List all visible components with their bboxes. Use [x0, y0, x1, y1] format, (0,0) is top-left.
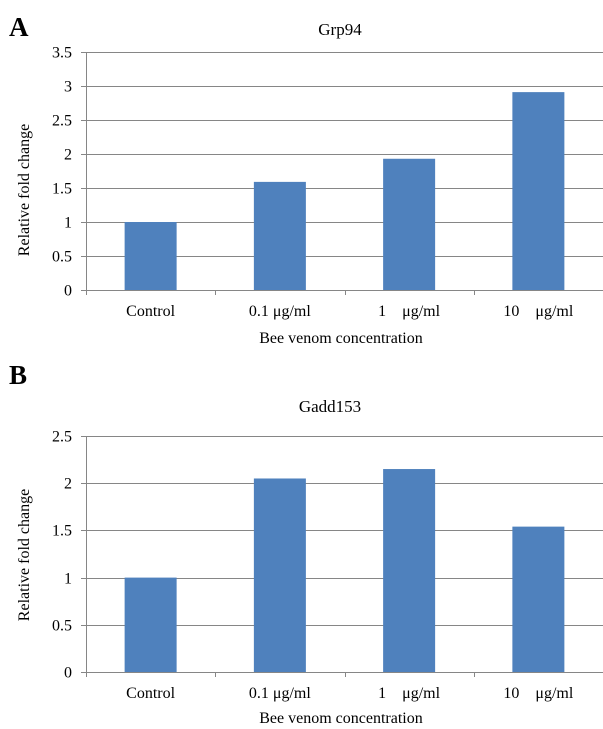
panel-a-letter: A [9, 12, 29, 42]
y-tick-label: 2.5 [52, 113, 72, 130]
x-tick-label: 0.1 μg/ml [249, 303, 311, 320]
y-tick-label: 2.5 [52, 429, 72, 446]
bar [383, 469, 436, 672]
y-tick-label: 0.5 [52, 618, 72, 635]
bar [253, 478, 306, 672]
chart-gadd153: Gadd153 0 0.5 1 1.5 2 2.5 Control 0.1 μg/ml 1 μ… [16, 397, 603, 727]
y-tick-label: 1 [64, 215, 72, 232]
bar [383, 158, 436, 290]
bar [124, 222, 177, 290]
x-tick-label: 1 μg/ml [378, 303, 440, 320]
x-axis-label: Bee venom concentration [259, 710, 423, 727]
y-axis-label: Relative fold change [16, 124, 33, 256]
bars [124, 469, 565, 672]
y-tick-label: 0 [64, 665, 72, 682]
y-tick-label: 0 [64, 283, 72, 300]
x-tick-label: Control [126, 303, 175, 320]
x-axis-label: Bee venom concentration [259, 330, 423, 347]
bar [512, 92, 565, 291]
x-tick-label: 10 μg/ml [503, 303, 573, 320]
y-tick-label: 1.5 [52, 181, 72, 198]
y-tick-labels: 0 0.5 1 1.5 2 2.5 [52, 429, 72, 682]
x-tick-label: 10 μg/ml [503, 685, 573, 702]
y-tick-labels: 0 0.5 1 1.5 2 2.5 3 3.5 [52, 45, 72, 300]
chart-grp94: Grp94 0 0.5 1 1.5 2 2.5 3 3.5 Control 0.1 μg/ml 1… [16, 20, 603, 347]
y-tick-label: 1 [64, 571, 72, 588]
chart-title: Grp94 [318, 20, 362, 39]
x-tick-labels: Control 0.1 μg/ml 1 μg/ml 10 μg/ml [126, 303, 574, 320]
bar [253, 181, 306, 290]
x-tick-label: 1 μg/ml [378, 685, 440, 702]
y-tick-label: 2 [64, 147, 72, 164]
x-tick-label: Control [126, 685, 175, 702]
y-tick-label: 3 [64, 79, 72, 96]
bar [124, 577, 177, 672]
y-tick-label: 3.5 [52, 45, 72, 62]
bars [124, 92, 565, 291]
panel-b-letter: B [9, 360, 27, 390]
y-tick-label: 2 [64, 476, 72, 493]
x-tick-labels: Control 0.1 μg/ml 1 μg/ml 10 μg/ml [126, 685, 574, 702]
y-axis-label: Relative fold change [16, 489, 33, 621]
x-tick-label: 0.1 μg/ml [249, 685, 311, 702]
bar [512, 526, 565, 672]
y-tick-label: 1.5 [52, 523, 72, 540]
chart-title: Gadd153 [299, 397, 361, 416]
y-tick-label: 0.5 [52, 249, 72, 266]
